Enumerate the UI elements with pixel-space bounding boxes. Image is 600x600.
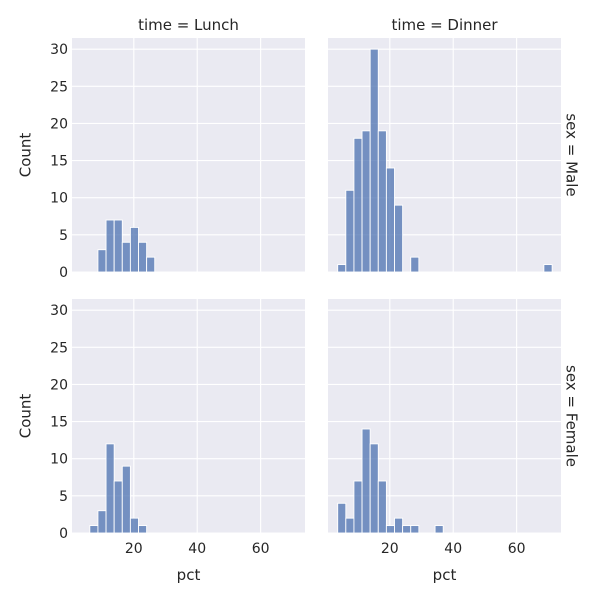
histogram-bar [129,517,139,534]
y-axis-title: Count [17,133,35,178]
histogram-bar [353,137,363,273]
histogram-bar [394,204,404,273]
y-tick-label: 20 [50,116,68,132]
x-tick-label: 20 [381,541,399,557]
histogram-bar [410,256,420,273]
y-tick-label: 5 [59,228,68,244]
facet-column-title: time = Dinner [391,16,498,34]
x-axis-title: pct [433,566,457,584]
histogram-bar [138,525,148,534]
histogram-bar [353,480,363,534]
y-tick-label: 15 [50,154,68,170]
histogram-bar [113,480,123,534]
x-tick-label: 60 [508,541,526,557]
y-tick-label: 30 [50,42,68,58]
y-tick-label: 30 [50,303,68,319]
histogram-bar [138,241,148,273]
x-tick-label: 40 [188,541,206,557]
y-tick-label: 5 [59,489,68,505]
histogram-bar [89,525,99,534]
histogram-bar [434,525,444,534]
histogram-bar [121,241,131,273]
histogram-bar [410,525,420,534]
y-tick-label: 25 [50,340,68,356]
histogram-bar [369,443,379,534]
histogram-bar [369,48,379,273]
histogram-bar [113,219,123,273]
histogram-bar [361,428,371,534]
histogram-bar [402,525,412,534]
y-axis-title: Count [17,394,35,439]
histogram-bar [394,517,404,534]
x-tick-label: 20 [125,541,143,557]
histogram-bar [345,189,355,273]
histogram-bar [121,465,131,534]
histogram-bar [361,130,371,273]
x-axis-title: pct [177,566,201,584]
y-tick-label: 0 [59,526,68,542]
histogram-bar [337,264,347,273]
y-tick-label: 10 [50,452,68,468]
histogram-bar [385,167,395,273]
facet-column-title: time = Lunch [138,16,239,34]
facet-row-title: sex = Male [563,113,581,196]
histogram-bar [97,510,107,534]
y-tick-label: 15 [50,415,68,431]
x-tick-label: 40 [444,541,462,557]
y-tick-label: 20 [50,377,68,393]
histogram-bar [543,264,553,273]
histogram-bar [97,249,107,273]
y-tick-label: 25 [50,79,68,95]
histogram-bar [105,219,115,273]
histogram-bar [377,480,387,534]
histogram-bar [337,502,347,534]
histogram-bar [129,226,139,273]
histogram-bar [105,443,115,534]
y-tick-label: 0 [59,265,68,281]
facet-row-title: sex = Female [563,365,581,467]
y-tick-label: 10 [50,191,68,207]
histogram-bar [385,525,395,534]
histogram-bar [345,517,355,534]
x-tick-label: 60 [252,541,270,557]
histogram-bar [377,130,387,273]
histogram-bar [146,256,156,273]
